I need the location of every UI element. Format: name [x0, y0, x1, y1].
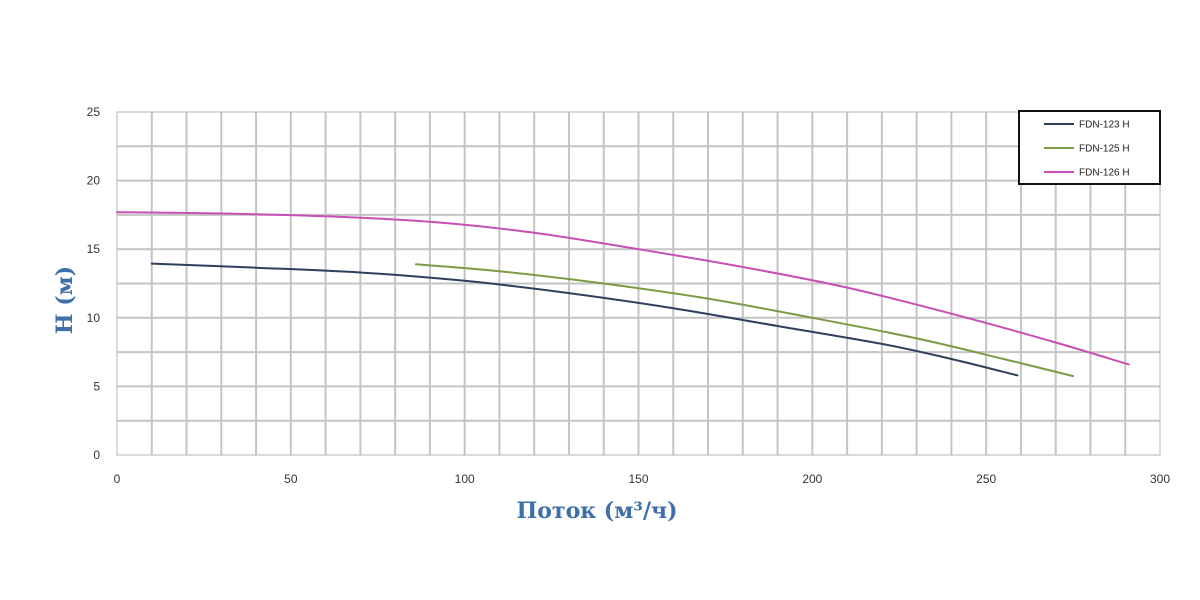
legend: FDN-123 H FDN-125 H FDN-126 H: [1018, 110, 1161, 185]
legend-label-3: FDN-126 H: [1079, 168, 1130, 179]
x-tick-label: 150: [628, 472, 648, 486]
x-tick-label: 100: [455, 472, 475, 486]
x-tick-label: 300: [1150, 472, 1170, 486]
y-tick-label: 20: [87, 174, 101, 188]
x-tick-label: 0: [114, 472, 121, 486]
y-tick-label: 25: [87, 105, 101, 119]
legend-label-2: FDN-125 H: [1079, 144, 1130, 155]
y-tick-label: 15: [87, 242, 101, 256]
y-tick-label: 10: [87, 311, 101, 325]
series-line-2: [415, 263, 1075, 378]
grid: [117, 112, 1160, 455]
y-tick-label: 5: [93, 379, 100, 393]
x-axis-ticks: 0 50 100 150 200 250 300: [114, 472, 1171, 486]
legend-label-1: FDN-123 H: [1079, 120, 1130, 131]
series-lines: [116, 211, 1130, 378]
series-line-3: [116, 211, 1130, 366]
x-tick-label: 200: [802, 472, 822, 486]
y-axis-title: H (м): [52, 266, 78, 334]
y-tick-label: 0: [93, 448, 100, 462]
x-tick-label: 250: [976, 472, 996, 486]
legend-items: FDN-123 H FDN-125 H FDN-126 H: [1044, 120, 1130, 179]
legend-box: [1018, 110, 1161, 185]
x-tick-label: 50: [284, 472, 298, 486]
plot-frame: [116, 111, 1161, 456]
series-line-1: [150, 262, 1019, 377]
y-axis-ticks: 0 5 10 15 20 25: [87, 105, 101, 462]
x-axis-title: Поток (м³/ч): [516, 498, 677, 524]
